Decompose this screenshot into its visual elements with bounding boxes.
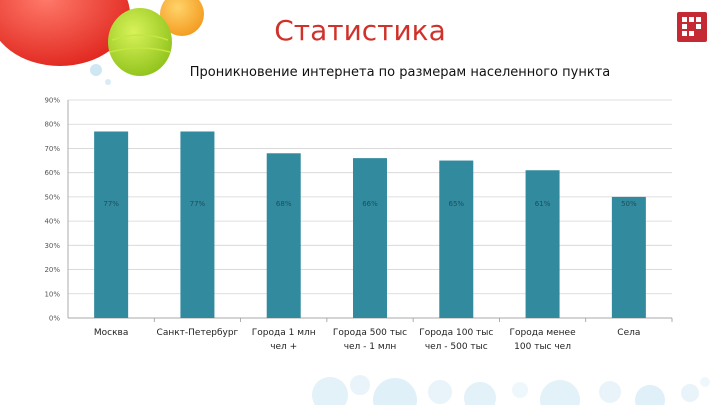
chart-subtitle: Проникновение интернета по размерам насе…: [189, 65, 611, 80]
category-label: чел +: [270, 342, 297, 352]
balloons-illustration: [0, 0, 204, 85]
data-label: 50%: [621, 200, 637, 208]
data-label: 77%: [103, 200, 119, 208]
category-label: Москва: [94, 328, 128, 338]
category-label: Города 500 тыс: [333, 328, 407, 338]
category-label: Города менее: [510, 328, 577, 338]
category-label: чел - 500 тыс: [425, 342, 488, 352]
category-label: 100 тыс чел: [514, 342, 571, 352]
bar: [94, 131, 129, 318]
category-label: Села: [617, 328, 640, 338]
y-tick-label: 10%: [44, 290, 60, 298]
y-tick-label: 30%: [44, 242, 60, 250]
y-tick-label: 20%: [44, 266, 60, 274]
balloon-orange: [160, 0, 204, 36]
data-label: 68%: [276, 200, 292, 208]
bar: [439, 160, 474, 318]
y-tick-label: 70%: [44, 145, 60, 153]
category-label: Города 100 тыс: [419, 328, 493, 338]
y-tick-label: 0%: [49, 315, 60, 323]
balloon-green: [108, 8, 172, 76]
data-label: 66%: [362, 200, 378, 208]
y-tick-label: 90%: [44, 97, 60, 105]
bar: [353, 158, 387, 318]
bar: [180, 131, 215, 318]
bar: [266, 153, 301, 318]
slide-title: Статистика: [274, 14, 446, 47]
y-tick-label: 40%: [44, 218, 60, 226]
category-label: Города 1 млн: [252, 328, 316, 338]
grid-logo-icon: [677, 12, 707, 42]
data-label: 61%: [535, 200, 551, 208]
data-label: 65%: [449, 200, 465, 208]
bar: [525, 170, 560, 318]
category-label: Санкт-Петербург: [157, 328, 239, 338]
y-tick-label: 80%: [44, 121, 60, 129]
data-label: 77%: [190, 200, 206, 208]
category-label: чел - 1 млн: [344, 342, 397, 352]
y-tick-label: 50%: [44, 193, 60, 201]
y-tick-label: 60%: [44, 169, 60, 177]
bar: [611, 196, 646, 318]
balloon-red: [0, 0, 130, 66]
